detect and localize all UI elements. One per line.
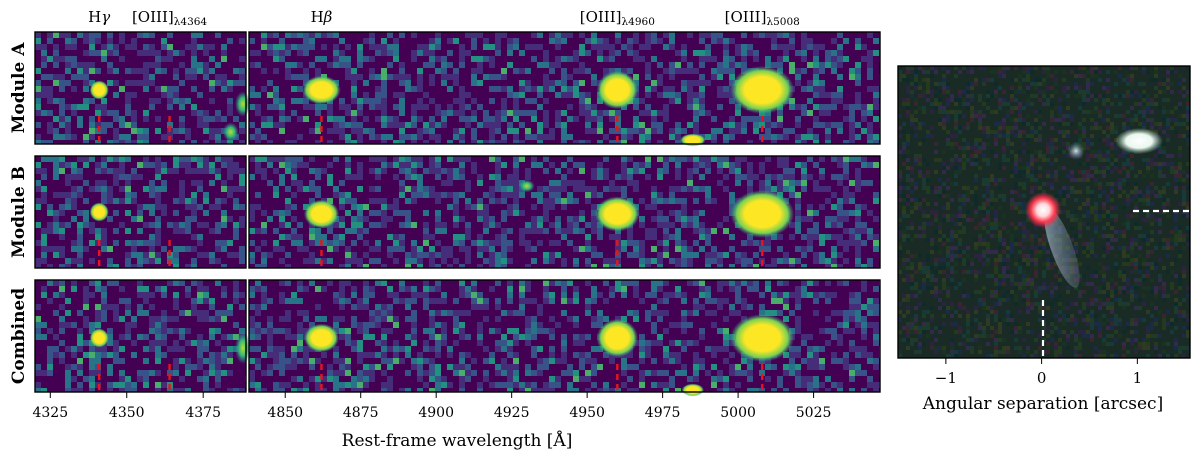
- spectrum-panel: [248, 279, 881, 397]
- image-x-tick-label: −1: [935, 369, 957, 387]
- line-label: Hγ: [88, 8, 110, 26]
- emission-blob: [89, 202, 109, 222]
- row-label: Combined: [9, 288, 29, 384]
- image-x-axis-label: Angular separation [arcsec]: [922, 394, 1163, 414]
- emission-blob: [89, 328, 109, 348]
- x-tick-label: 5025: [796, 405, 832, 421]
- emission-blob: [680, 133, 706, 147]
- line-label: Hβ: [311, 8, 333, 26]
- spectra-x-axis-label: Rest-frame wavelength [Å]: [342, 430, 573, 451]
- target-galaxy: [1025, 192, 1061, 228]
- line-label: [OIII]λ4364: [132, 8, 207, 28]
- emission-blob: [89, 80, 109, 100]
- emission-blob: [234, 91, 251, 117]
- emission-blob: [681, 383, 705, 397]
- galaxy-tail: [1044, 208, 1080, 288]
- x-tick-label: 4975: [645, 405, 681, 421]
- spectrum-panel: [248, 31, 881, 147]
- spectrum-panel: [34, 279, 251, 393]
- emission-blob: [234, 332, 251, 364]
- row-label: Module B: [9, 166, 29, 258]
- emission-blob: [730, 190, 795, 238]
- x-tick-label: 4325: [32, 405, 68, 421]
- rgb-image: [898, 66, 1190, 358]
- image-x-tick-label: 0: [1037, 369, 1047, 387]
- companion-source: [1115, 128, 1163, 154]
- emission-blob: [730, 314, 795, 362]
- emission-blob: [303, 199, 340, 229]
- x-tick-label: 4875: [343, 405, 379, 421]
- spectrum-panel: [34, 31, 251, 145]
- emission-blob: [730, 66, 795, 114]
- x-tick-label: 4850: [267, 405, 303, 421]
- x-tick-label: 5000: [720, 405, 756, 421]
- emission-blob: [596, 70, 639, 110]
- x-tick-label: 4925: [494, 405, 530, 421]
- spectrum-panel: [34, 155, 247, 269]
- emission-blob: [303, 323, 340, 353]
- line-label: [OIII]λ4960: [580, 8, 655, 28]
- emission-blob: [594, 196, 640, 232]
- image-x-tick-label: 1: [1133, 369, 1143, 387]
- x-tick-label: 4900: [418, 405, 454, 421]
- emission-blob: [596, 318, 639, 358]
- row-label: Module A: [9, 42, 29, 134]
- x-tick-label: 4350: [109, 405, 145, 421]
- faint-source: [1067, 142, 1085, 160]
- emission-blob: [302, 75, 341, 105]
- emission-blob: [222, 122, 239, 142]
- emission-blob: [518, 179, 535, 193]
- x-tick-label: 4950: [569, 405, 605, 421]
- x-tick-label: 4375: [185, 405, 221, 421]
- line-label: [OIII]λ5008: [725, 8, 800, 28]
- spectrum-panel: [248, 155, 881, 269]
